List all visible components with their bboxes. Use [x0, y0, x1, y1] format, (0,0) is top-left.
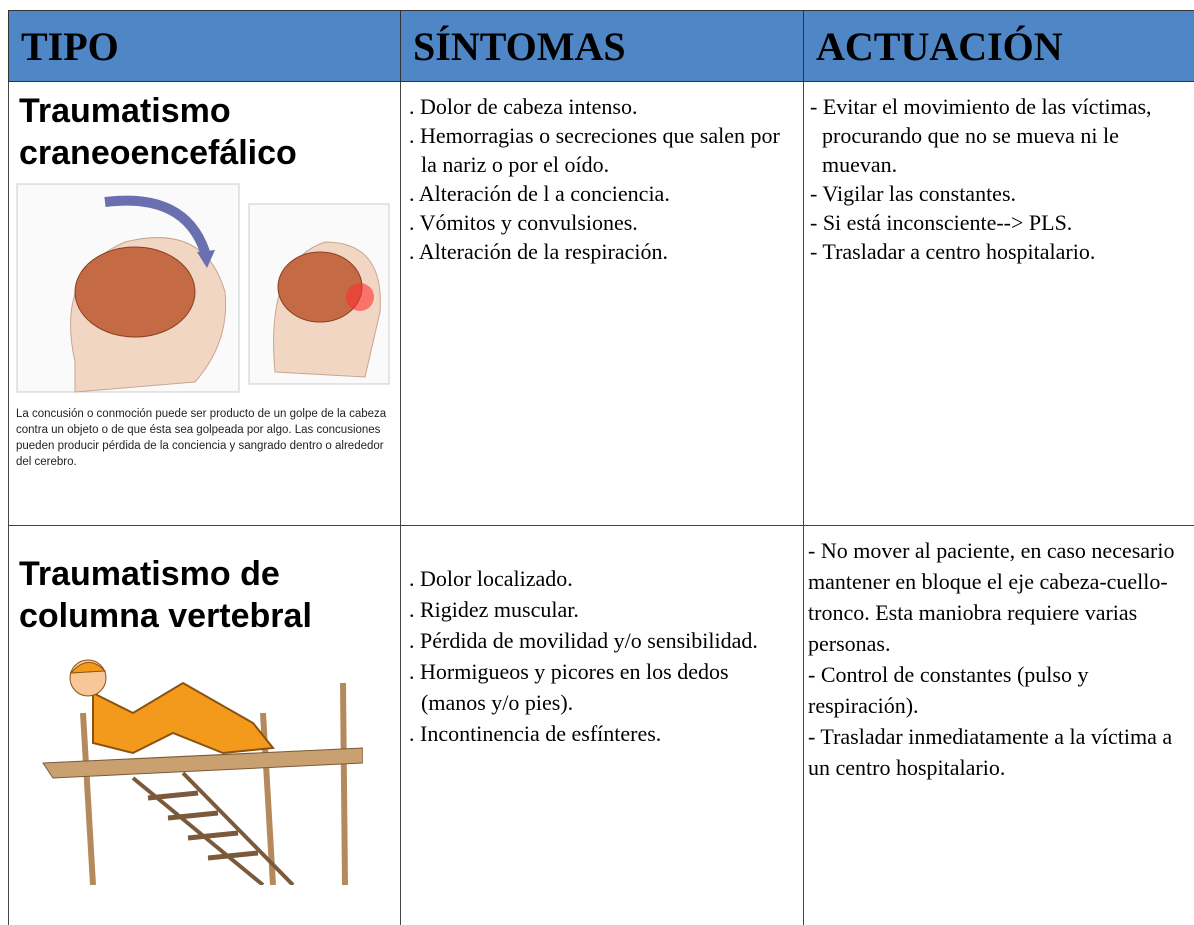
type-text: Traumatismo craneoencefálico — [19, 92, 297, 172]
action: - Control de constantes (pulso y respira… — [808, 662, 1089, 718]
symptom: . Dolor de cabeza intenso. — [409, 94, 638, 119]
action: - Si está inconsciente--> PLS. — [810, 210, 1073, 235]
symptoms-cell: . Dolor de cabeza intenso. . Hemorragias… — [400, 82, 804, 526]
head-illustration — [16, 183, 390, 393]
type-text: Traumatismo de columna vertebral — [19, 555, 312, 635]
symptom: . Rigidez muscular. — [409, 597, 579, 622]
fall-illustration — [42, 659, 363, 885]
action: - Trasladar inmediatamente a la víctima … — [808, 724, 1173, 780]
symptom: . Vómitos y convulsiones. — [409, 210, 638, 235]
symptom: . Hormigueos y picores en los dedos (man… — [409, 659, 729, 715]
action: - Evitar el movimiento de las víctimas, … — [810, 94, 1152, 177]
action: - Trasladar a centro hospitalario. — [810, 239, 1096, 264]
symptoms-cell: . Dolor localizado. . Rigidez muscular. … — [400, 525, 804, 925]
header-text: ACTUACIÓN — [816, 24, 1063, 69]
header-cell: TIPO — [8, 10, 401, 82]
symptom: . Dolor localizado. — [409, 566, 573, 591]
header-text: SÍNTOMAS — [413, 24, 626, 69]
header-cell: SÍNTOMAS — [400, 10, 804, 82]
symptom: . Pérdida de movilidad y/o sensibilidad. — [409, 628, 758, 653]
action: - No mover al paciente, en caso necesari… — [808, 538, 1175, 656]
type-cell: Traumatismo de columna vertebral — [8, 525, 401, 925]
actions-cell: - No mover al paciente, en caso necesari… — [803, 525, 1194, 925]
symptom: . Hemorragias o secreciones que salen po… — [409, 123, 780, 177]
action: - Vigilar las constantes. — [810, 181, 1017, 206]
type-cell: Traumatismo craneoencefálico La concusió… — [8, 82, 401, 526]
header-text: TIPO — [21, 24, 119, 69]
image-caption: La concusión o conmoción puede ser produ… — [16, 408, 387, 468]
symptom: . Incontinencia de esfínteres. — [409, 721, 662, 746]
header-cell: ACTUACIÓN — [803, 10, 1194, 82]
actions-cell: - Evitar el movimiento de las víctimas, … — [803, 82, 1194, 526]
symptom: . Alteración de l a conciencia. — [409, 181, 670, 206]
symptom: . Alteración de la respiración. — [409, 239, 669, 264]
